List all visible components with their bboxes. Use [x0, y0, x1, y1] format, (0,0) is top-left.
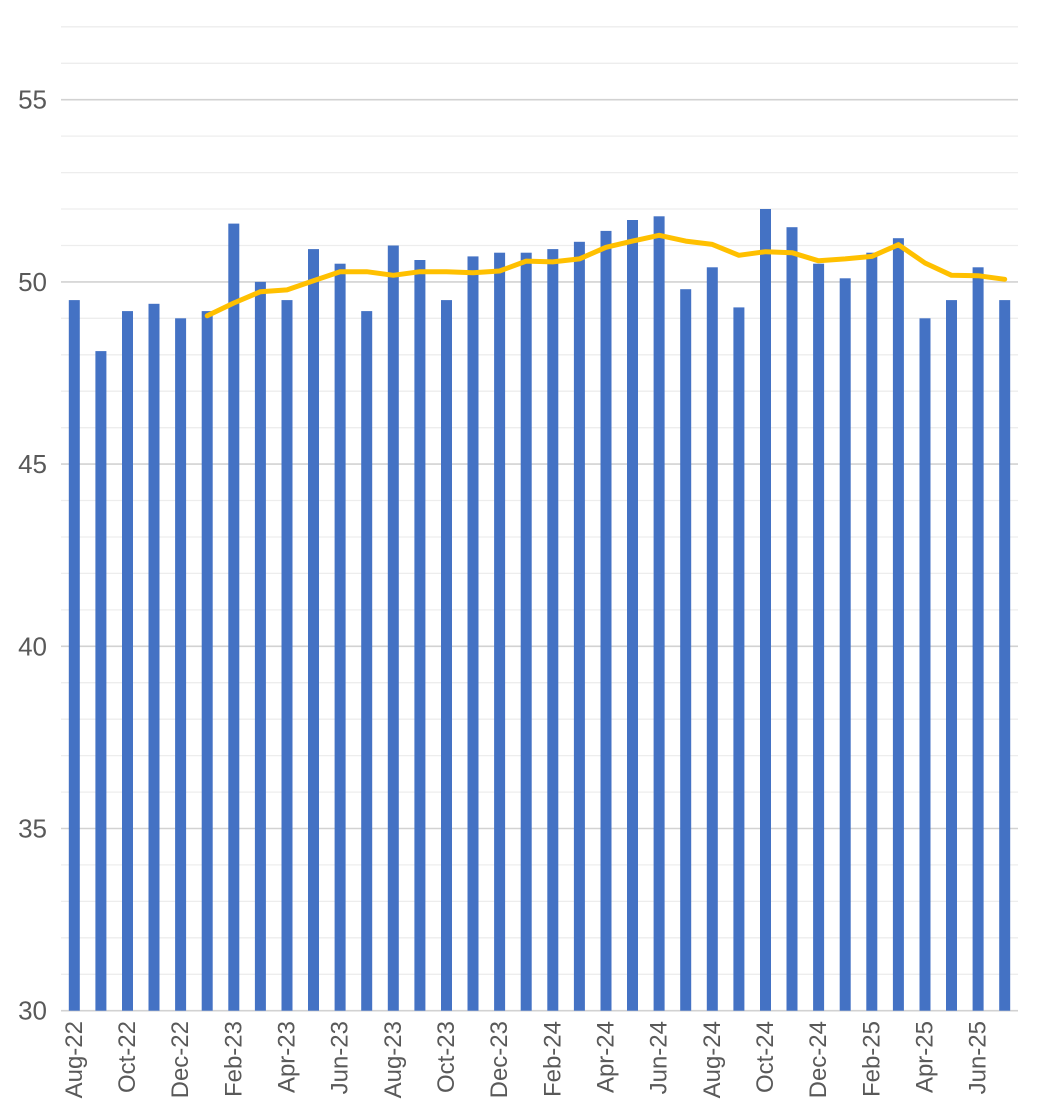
bar-Nov-24: [786, 227, 798, 1011]
bar-Apr-24: [600, 230, 612, 1011]
x-axis-tick-label: Apr-25: [912, 1021, 939, 1093]
bar-Jul-23: [361, 311, 373, 1011]
x-axis-tick-label: Aug-22: [61, 1021, 88, 1098]
x-axis-tick-label: Oct-24: [752, 1021, 779, 1093]
bar-Jul-24: [680, 289, 692, 1011]
bar-Jan-25: [839, 278, 851, 1011]
x-axis-tick-label: Feb-25: [858, 1021, 885, 1097]
y-axis-tick-label: 45: [18, 449, 47, 479]
x-axis-labels: Aug-22 Oct-22 Dec-22 Feb-23 Apr-23 Jun-23 Aug-…: [61, 1021, 992, 1098]
bar-Apr-25: [919, 318, 931, 1011]
bar-Dec-23: [494, 252, 506, 1011]
bar-Jul-25: [999, 300, 1011, 1011]
y-axis-tick-label: 50: [18, 267, 47, 297]
bar-Dec-22: [175, 318, 187, 1011]
x-axis-tick-label: Oct-23: [433, 1021, 460, 1093]
bar-Aug-24: [706, 267, 718, 1011]
y-axis-tick-label: 40: [18, 631, 47, 661]
x-axis-tick-label: Jun-23: [327, 1021, 354, 1094]
bar-Feb-23: [228, 223, 240, 1011]
bar-Nov-23: [467, 256, 479, 1011]
bar-Dec-24: [813, 263, 825, 1011]
x-axis-tick-label: Apr-23: [274, 1021, 301, 1093]
bar-Jun-23: [334, 263, 346, 1011]
bar-Oct-24: [760, 209, 771, 1011]
x-axis-tick-label: Feb-24: [539, 1021, 566, 1097]
bar-Mar-25: [892, 238, 904, 1011]
bar-Jun-25: [972, 267, 984, 1011]
bar-Oct-23: [441, 300, 452, 1011]
x-axis-tick-label: Jun-24: [646, 1021, 673, 1094]
bar-Aug-22: [68, 300, 80, 1011]
x-axis-tick-label: Feb-23: [220, 1021, 247, 1097]
y-axis-tick-label: 35: [18, 814, 47, 844]
x-axis-tick-label: Apr-24: [593, 1021, 620, 1093]
line-series: [204, 232, 1008, 319]
bar-Jun-24: [653, 216, 665, 1011]
y-axis-tick-label: 55: [18, 85, 47, 115]
y-axis-labels: 30 35 40 45 50 55: [18, 85, 47, 1026]
bar-Jan-24: [520, 252, 532, 1011]
bar-Mar-23: [254, 281, 266, 1011]
x-axis-tick-label: Aug-23: [380, 1021, 407, 1098]
bar-Mar-24: [573, 241, 585, 1011]
bar-Sep-23: [414, 260, 426, 1011]
bar-May-24: [627, 220, 638, 1011]
bar-May-23: [308, 249, 319, 1011]
x-axis-tick-label: Dec-24: [805, 1021, 832, 1098]
bar-May-25: [946, 300, 957, 1011]
bar-Oct-22: [122, 311, 133, 1011]
x-axis-tick-label: Jun-25: [965, 1021, 992, 1094]
bar-Sep-22: [95, 351, 107, 1011]
x-axis-tick-label: Aug-24: [699, 1021, 726, 1098]
moving-average-line: [204, 232, 1008, 319]
bar-Nov-22: [148, 303, 160, 1011]
bar-Aug-23: [387, 245, 399, 1011]
bar-Sep-24: [733, 307, 745, 1011]
bar-series: [68, 209, 1011, 1011]
y-axis-tick-label: 30: [18, 996, 47, 1026]
x-axis-tick-label: Dec-23: [486, 1021, 513, 1098]
major-gridlines: [61, 98, 1018, 1012]
minor-gridlines: [61, 26, 1018, 975]
x-axis-tick-label: Dec-22: [167, 1021, 194, 1098]
bar-Feb-24: [547, 249, 559, 1011]
bar-Apr-23: [281, 300, 293, 1011]
bar-Jan-23: [201, 311, 213, 1011]
bar-Feb-25: [866, 252, 878, 1011]
x-axis-tick-label: Oct-22: [114, 1021, 141, 1093]
